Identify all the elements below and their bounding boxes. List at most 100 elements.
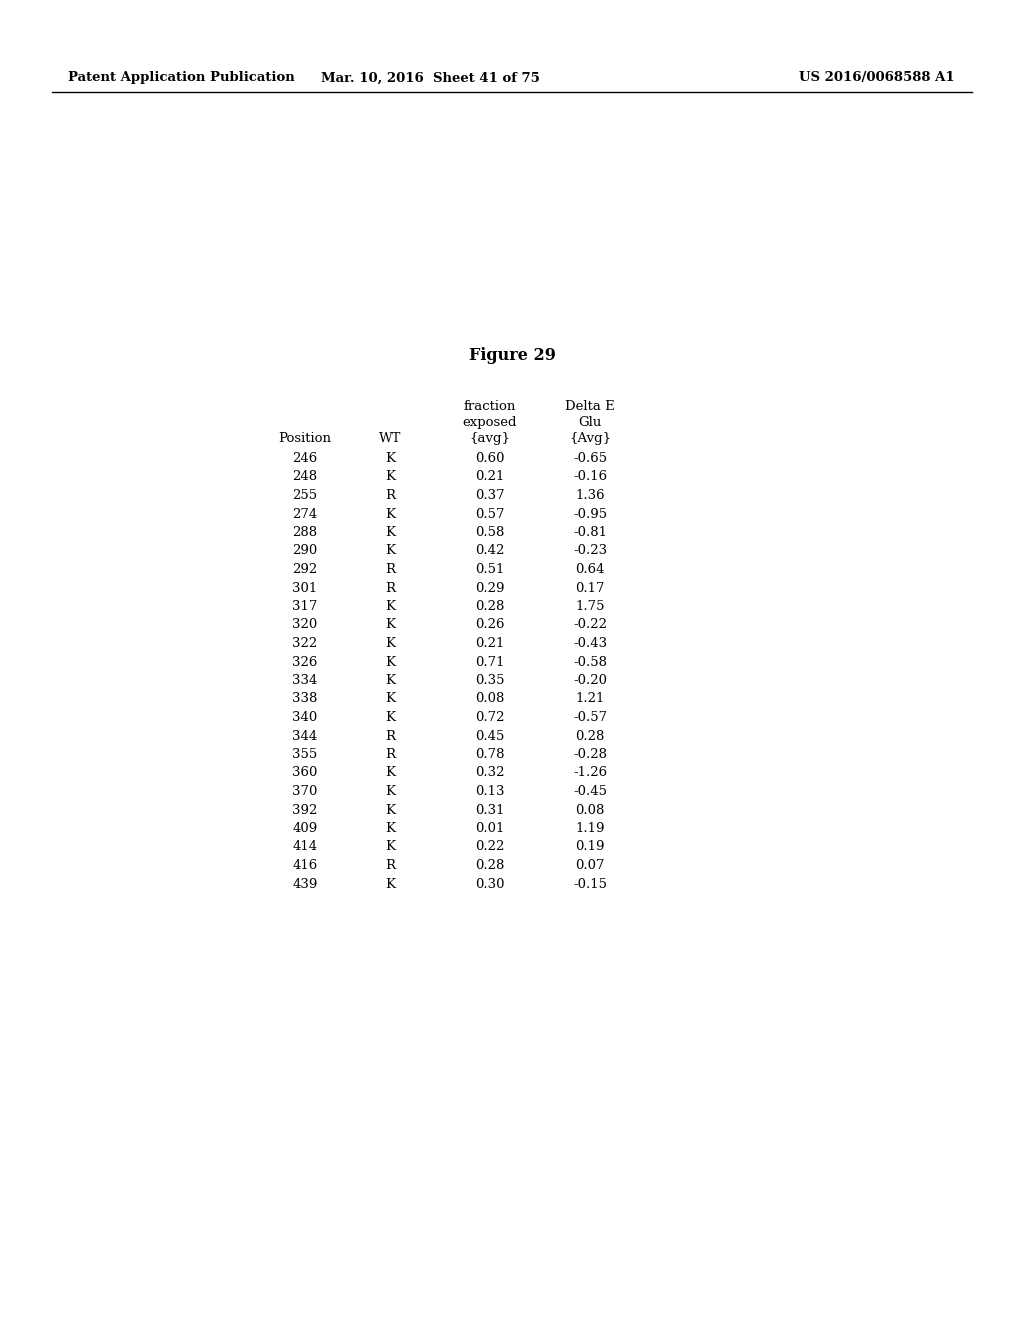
Text: R: R (385, 564, 395, 576)
Text: 290: 290 (293, 544, 317, 557)
Text: Glu: Glu (579, 416, 602, 429)
Text: -0.58: -0.58 (573, 656, 607, 668)
Text: 392: 392 (292, 804, 317, 817)
Text: Delta E: Delta E (565, 400, 614, 413)
Text: 317: 317 (292, 601, 317, 612)
Text: 248: 248 (293, 470, 317, 483)
Text: 0.13: 0.13 (475, 785, 505, 799)
Text: US 2016/0068588 A1: US 2016/0068588 A1 (800, 71, 955, 84)
Text: 301: 301 (293, 582, 317, 594)
Text: -0.65: -0.65 (573, 451, 607, 465)
Text: K: K (385, 675, 395, 686)
Text: K: K (385, 711, 395, 723)
Text: 0.31: 0.31 (475, 804, 505, 817)
Text: 0.60: 0.60 (475, 451, 505, 465)
Text: K: K (385, 767, 395, 780)
Text: K: K (385, 525, 395, 539)
Text: -0.43: -0.43 (573, 638, 607, 649)
Text: R: R (385, 488, 395, 502)
Text: 416: 416 (293, 859, 317, 873)
Text: R: R (385, 730, 395, 742)
Text: 0.19: 0.19 (575, 841, 605, 854)
Text: K: K (385, 638, 395, 649)
Text: 0.28: 0.28 (475, 601, 505, 612)
Text: 0.35: 0.35 (475, 675, 505, 686)
Text: {Avg}: {Avg} (569, 432, 611, 445)
Text: 334: 334 (292, 675, 317, 686)
Text: -0.16: -0.16 (573, 470, 607, 483)
Text: exposed: exposed (463, 416, 517, 429)
Text: fraction: fraction (464, 400, 516, 413)
Text: -0.57: -0.57 (573, 711, 607, 723)
Text: K: K (385, 544, 395, 557)
Text: 0.08: 0.08 (575, 804, 605, 817)
Text: WT: WT (379, 432, 401, 445)
Text: Patent Application Publication: Patent Application Publication (68, 71, 295, 84)
Text: K: K (385, 822, 395, 836)
Text: -0.22: -0.22 (573, 619, 607, 631)
Text: 0.28: 0.28 (475, 859, 505, 873)
Text: 0.08: 0.08 (475, 693, 505, 705)
Text: K: K (385, 451, 395, 465)
Text: 1.21: 1.21 (575, 693, 605, 705)
Text: 0.07: 0.07 (575, 859, 605, 873)
Text: 0.21: 0.21 (475, 638, 505, 649)
Text: 0.57: 0.57 (475, 507, 505, 520)
Text: -0.95: -0.95 (573, 507, 607, 520)
Text: 360: 360 (292, 767, 317, 780)
Text: K: K (385, 470, 395, 483)
Text: 1.36: 1.36 (575, 488, 605, 502)
Text: K: K (385, 878, 395, 891)
Text: -1.26: -1.26 (573, 767, 607, 780)
Text: R: R (385, 582, 395, 594)
Text: 326: 326 (292, 656, 317, 668)
Text: 0.37: 0.37 (475, 488, 505, 502)
Text: 0.72: 0.72 (475, 711, 505, 723)
Text: 0.01: 0.01 (475, 822, 505, 836)
Text: 1.19: 1.19 (575, 822, 605, 836)
Text: 0.58: 0.58 (475, 525, 505, 539)
Text: K: K (385, 656, 395, 668)
Text: -0.23: -0.23 (573, 544, 607, 557)
Text: Figure 29: Figure 29 (469, 346, 555, 363)
Text: 246: 246 (293, 451, 317, 465)
Text: 409: 409 (293, 822, 317, 836)
Text: K: K (385, 507, 395, 520)
Text: 439: 439 (292, 878, 317, 891)
Text: 0.64: 0.64 (575, 564, 605, 576)
Text: 355: 355 (293, 748, 317, 762)
Text: -0.28: -0.28 (573, 748, 607, 762)
Text: K: K (385, 693, 395, 705)
Text: 370: 370 (292, 785, 317, 799)
Text: 0.51: 0.51 (475, 564, 505, 576)
Text: 338: 338 (292, 693, 317, 705)
Text: -0.15: -0.15 (573, 878, 607, 891)
Text: 274: 274 (293, 507, 317, 520)
Text: 0.29: 0.29 (475, 582, 505, 594)
Text: 414: 414 (293, 841, 317, 854)
Text: 0.26: 0.26 (475, 619, 505, 631)
Text: 0.17: 0.17 (575, 582, 605, 594)
Text: 288: 288 (293, 525, 317, 539)
Text: 292: 292 (293, 564, 317, 576)
Text: R: R (385, 859, 395, 873)
Text: Position: Position (279, 432, 332, 445)
Text: K: K (385, 841, 395, 854)
Text: K: K (385, 785, 395, 799)
Text: 0.71: 0.71 (475, 656, 505, 668)
Text: 340: 340 (293, 711, 317, 723)
Text: 0.32: 0.32 (475, 767, 505, 780)
Text: 322: 322 (293, 638, 317, 649)
Text: 0.78: 0.78 (475, 748, 505, 762)
Text: 0.30: 0.30 (475, 878, 505, 891)
Text: 0.21: 0.21 (475, 470, 505, 483)
Text: 320: 320 (293, 619, 317, 631)
Text: Mar. 10, 2016  Sheet 41 of 75: Mar. 10, 2016 Sheet 41 of 75 (321, 71, 540, 84)
Text: {avg}: {avg} (469, 432, 511, 445)
Text: 1.75: 1.75 (575, 601, 605, 612)
Text: 0.28: 0.28 (575, 730, 605, 742)
Text: -0.20: -0.20 (573, 675, 607, 686)
Text: R: R (385, 748, 395, 762)
Text: K: K (385, 804, 395, 817)
Text: -0.45: -0.45 (573, 785, 607, 799)
